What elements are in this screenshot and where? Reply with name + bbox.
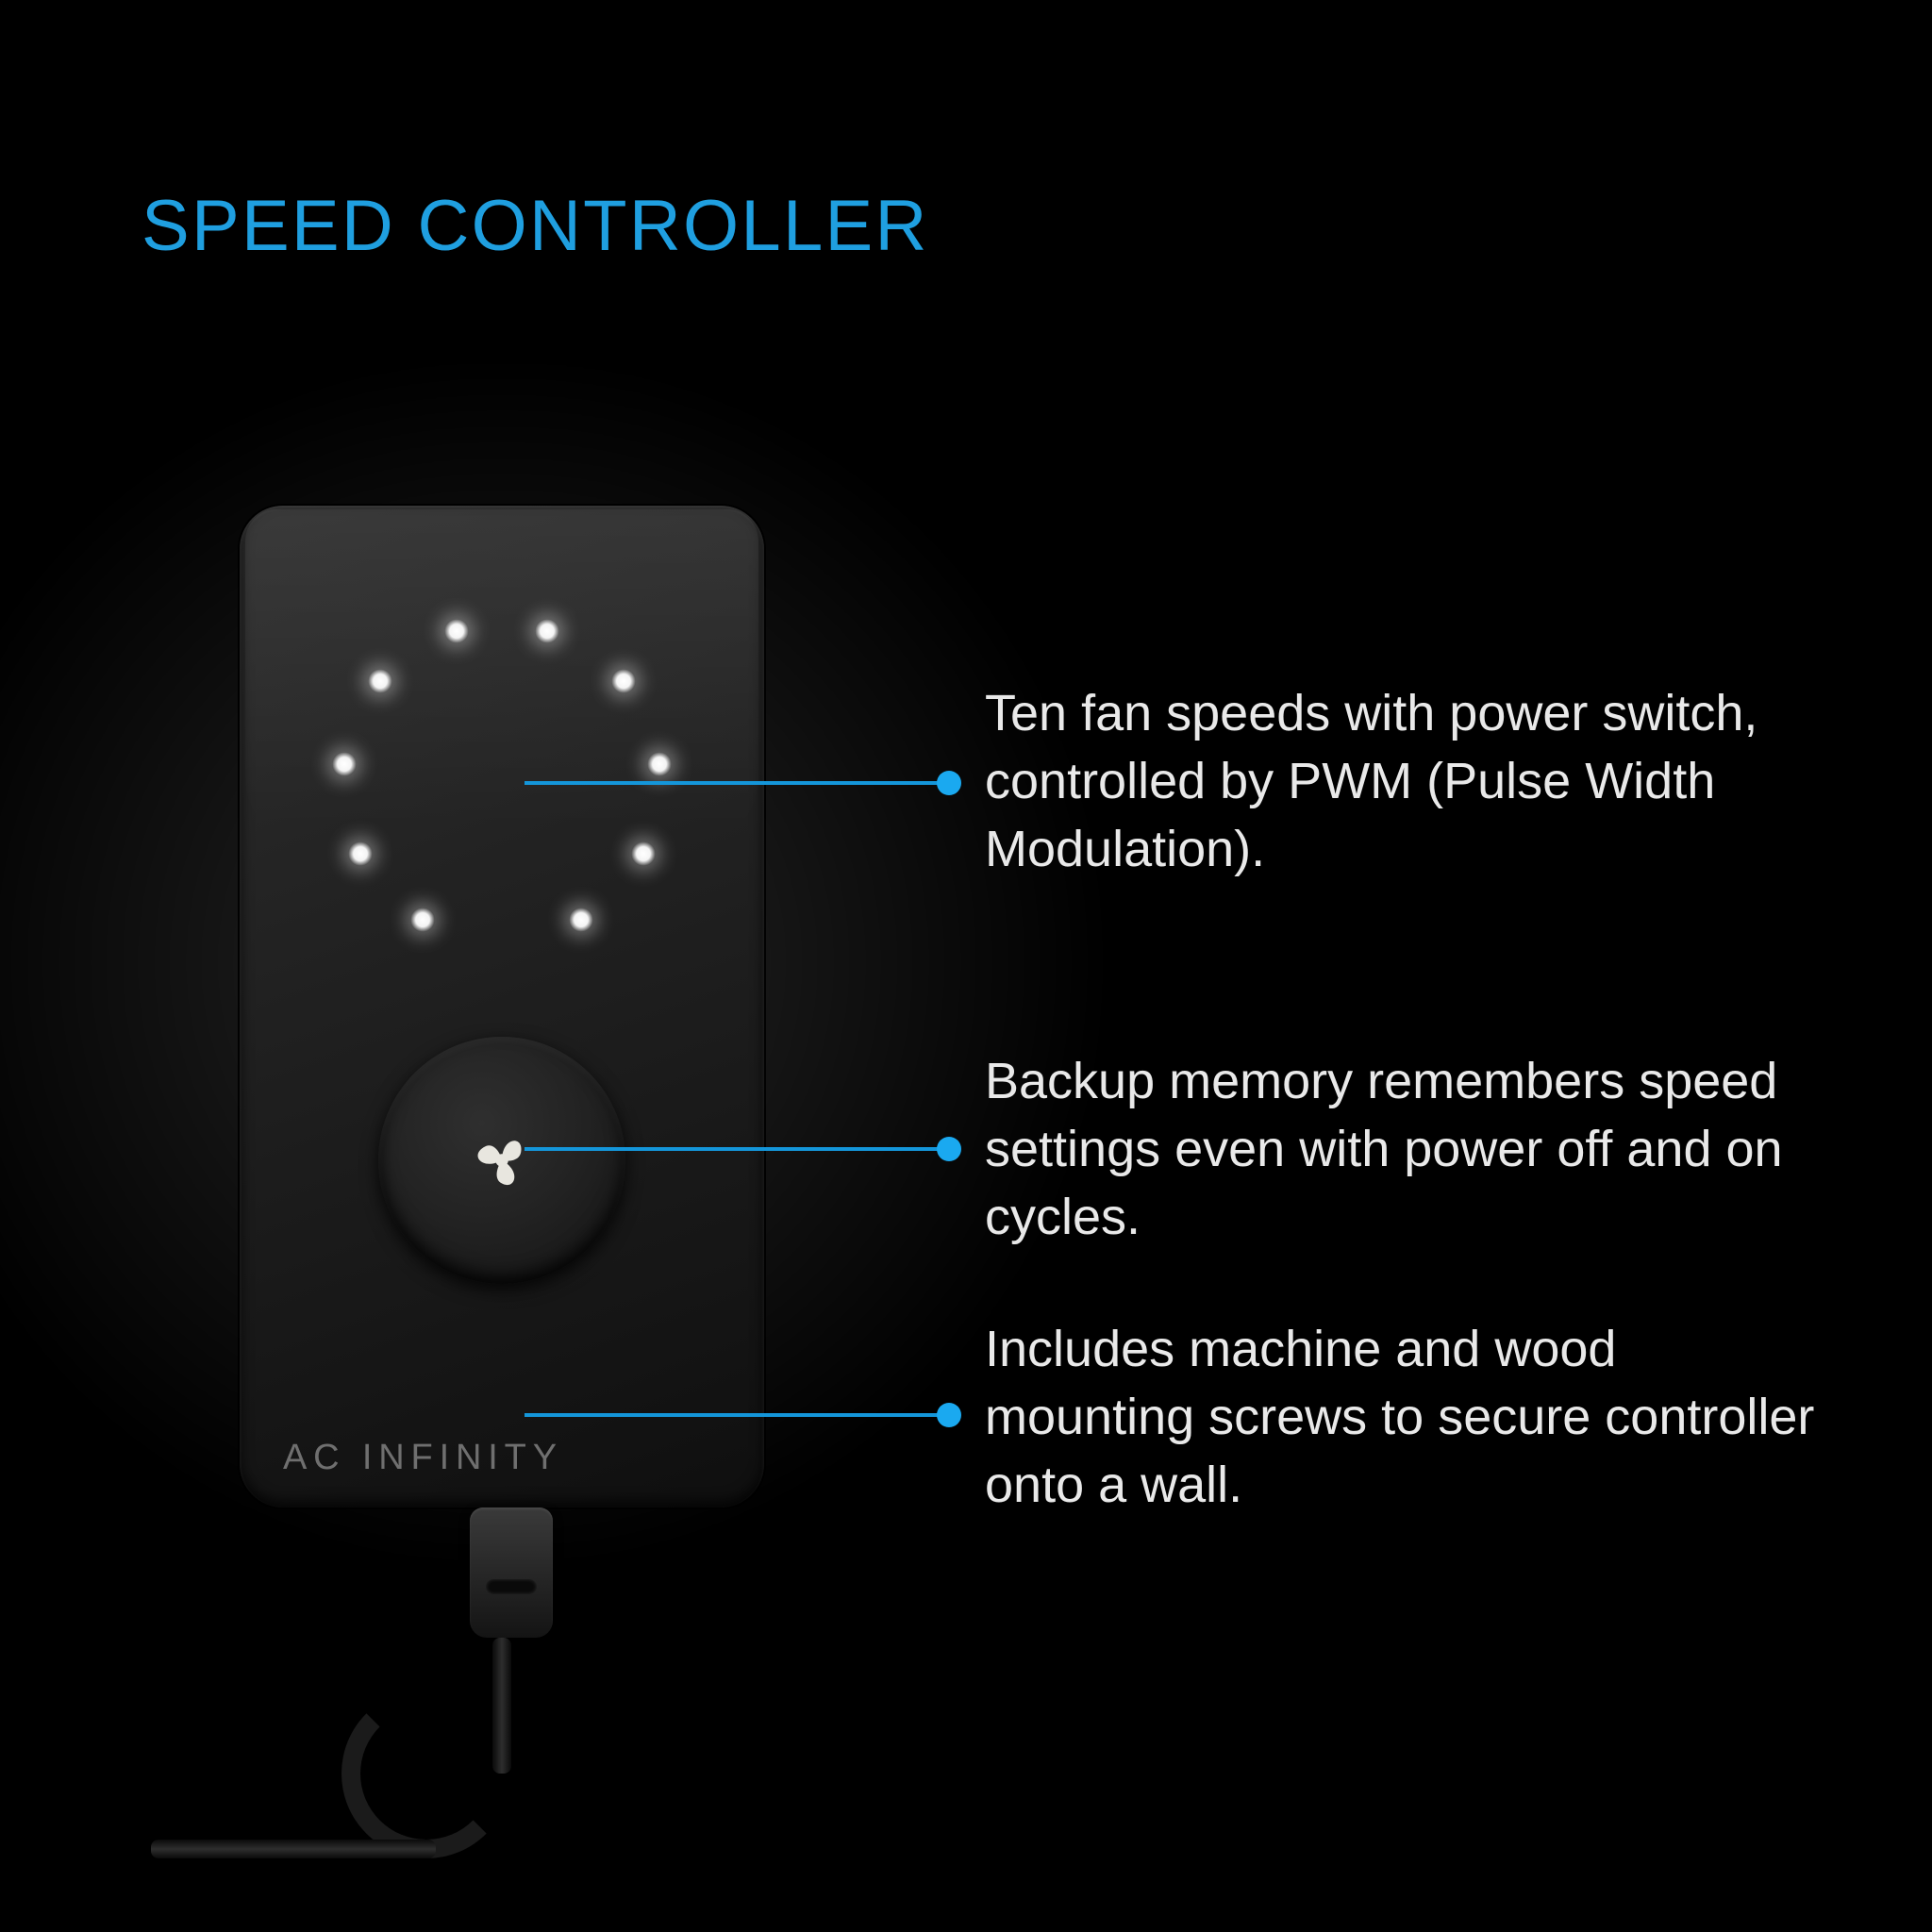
cable-curve: [341, 1689, 511, 1858]
callout-dot-mounting: [937, 1403, 961, 1427]
speed-knob: [378, 1037, 625, 1284]
led-dot: [332, 752, 357, 776]
callout-dot-memory: [937, 1137, 961, 1161]
cable-horizontal: [151, 1840, 436, 1858]
controller-device: AC INFINITY: [240, 506, 764, 1507]
fan-icon: [462, 1121, 541, 1200]
callout-text-speeds: Ten fan speeds with power switch, contro…: [985, 679, 1819, 883]
usb-slot: [486, 1579, 537, 1594]
led-dot: [410, 908, 435, 932]
infographic-canvas: SPEED CONTROLLER AC INFINITY: [0, 0, 1932, 1932]
callout-line-memory: [525, 1147, 949, 1151]
led-dot: [569, 908, 593, 932]
brand-label: AC INFINITY: [283, 1438, 563, 1478]
led-dot: [535, 619, 559, 643]
led-dot: [647, 752, 672, 776]
callout-text-memory: Backup memory remembers speed settings e…: [985, 1047, 1819, 1251]
callout-line-mounting: [525, 1413, 949, 1417]
led-dot: [348, 841, 373, 866]
usb-plug: [470, 1507, 553, 1638]
callout-line-speeds: [525, 781, 949, 785]
callout-dot-speeds: [937, 771, 961, 795]
callout-text-mounting: Includes machine and wood mounting screw…: [985, 1315, 1819, 1519]
led-dot: [611, 669, 636, 693]
led-dot: [631, 841, 656, 866]
led-dot: [368, 669, 392, 693]
led-dot: [444, 619, 469, 643]
